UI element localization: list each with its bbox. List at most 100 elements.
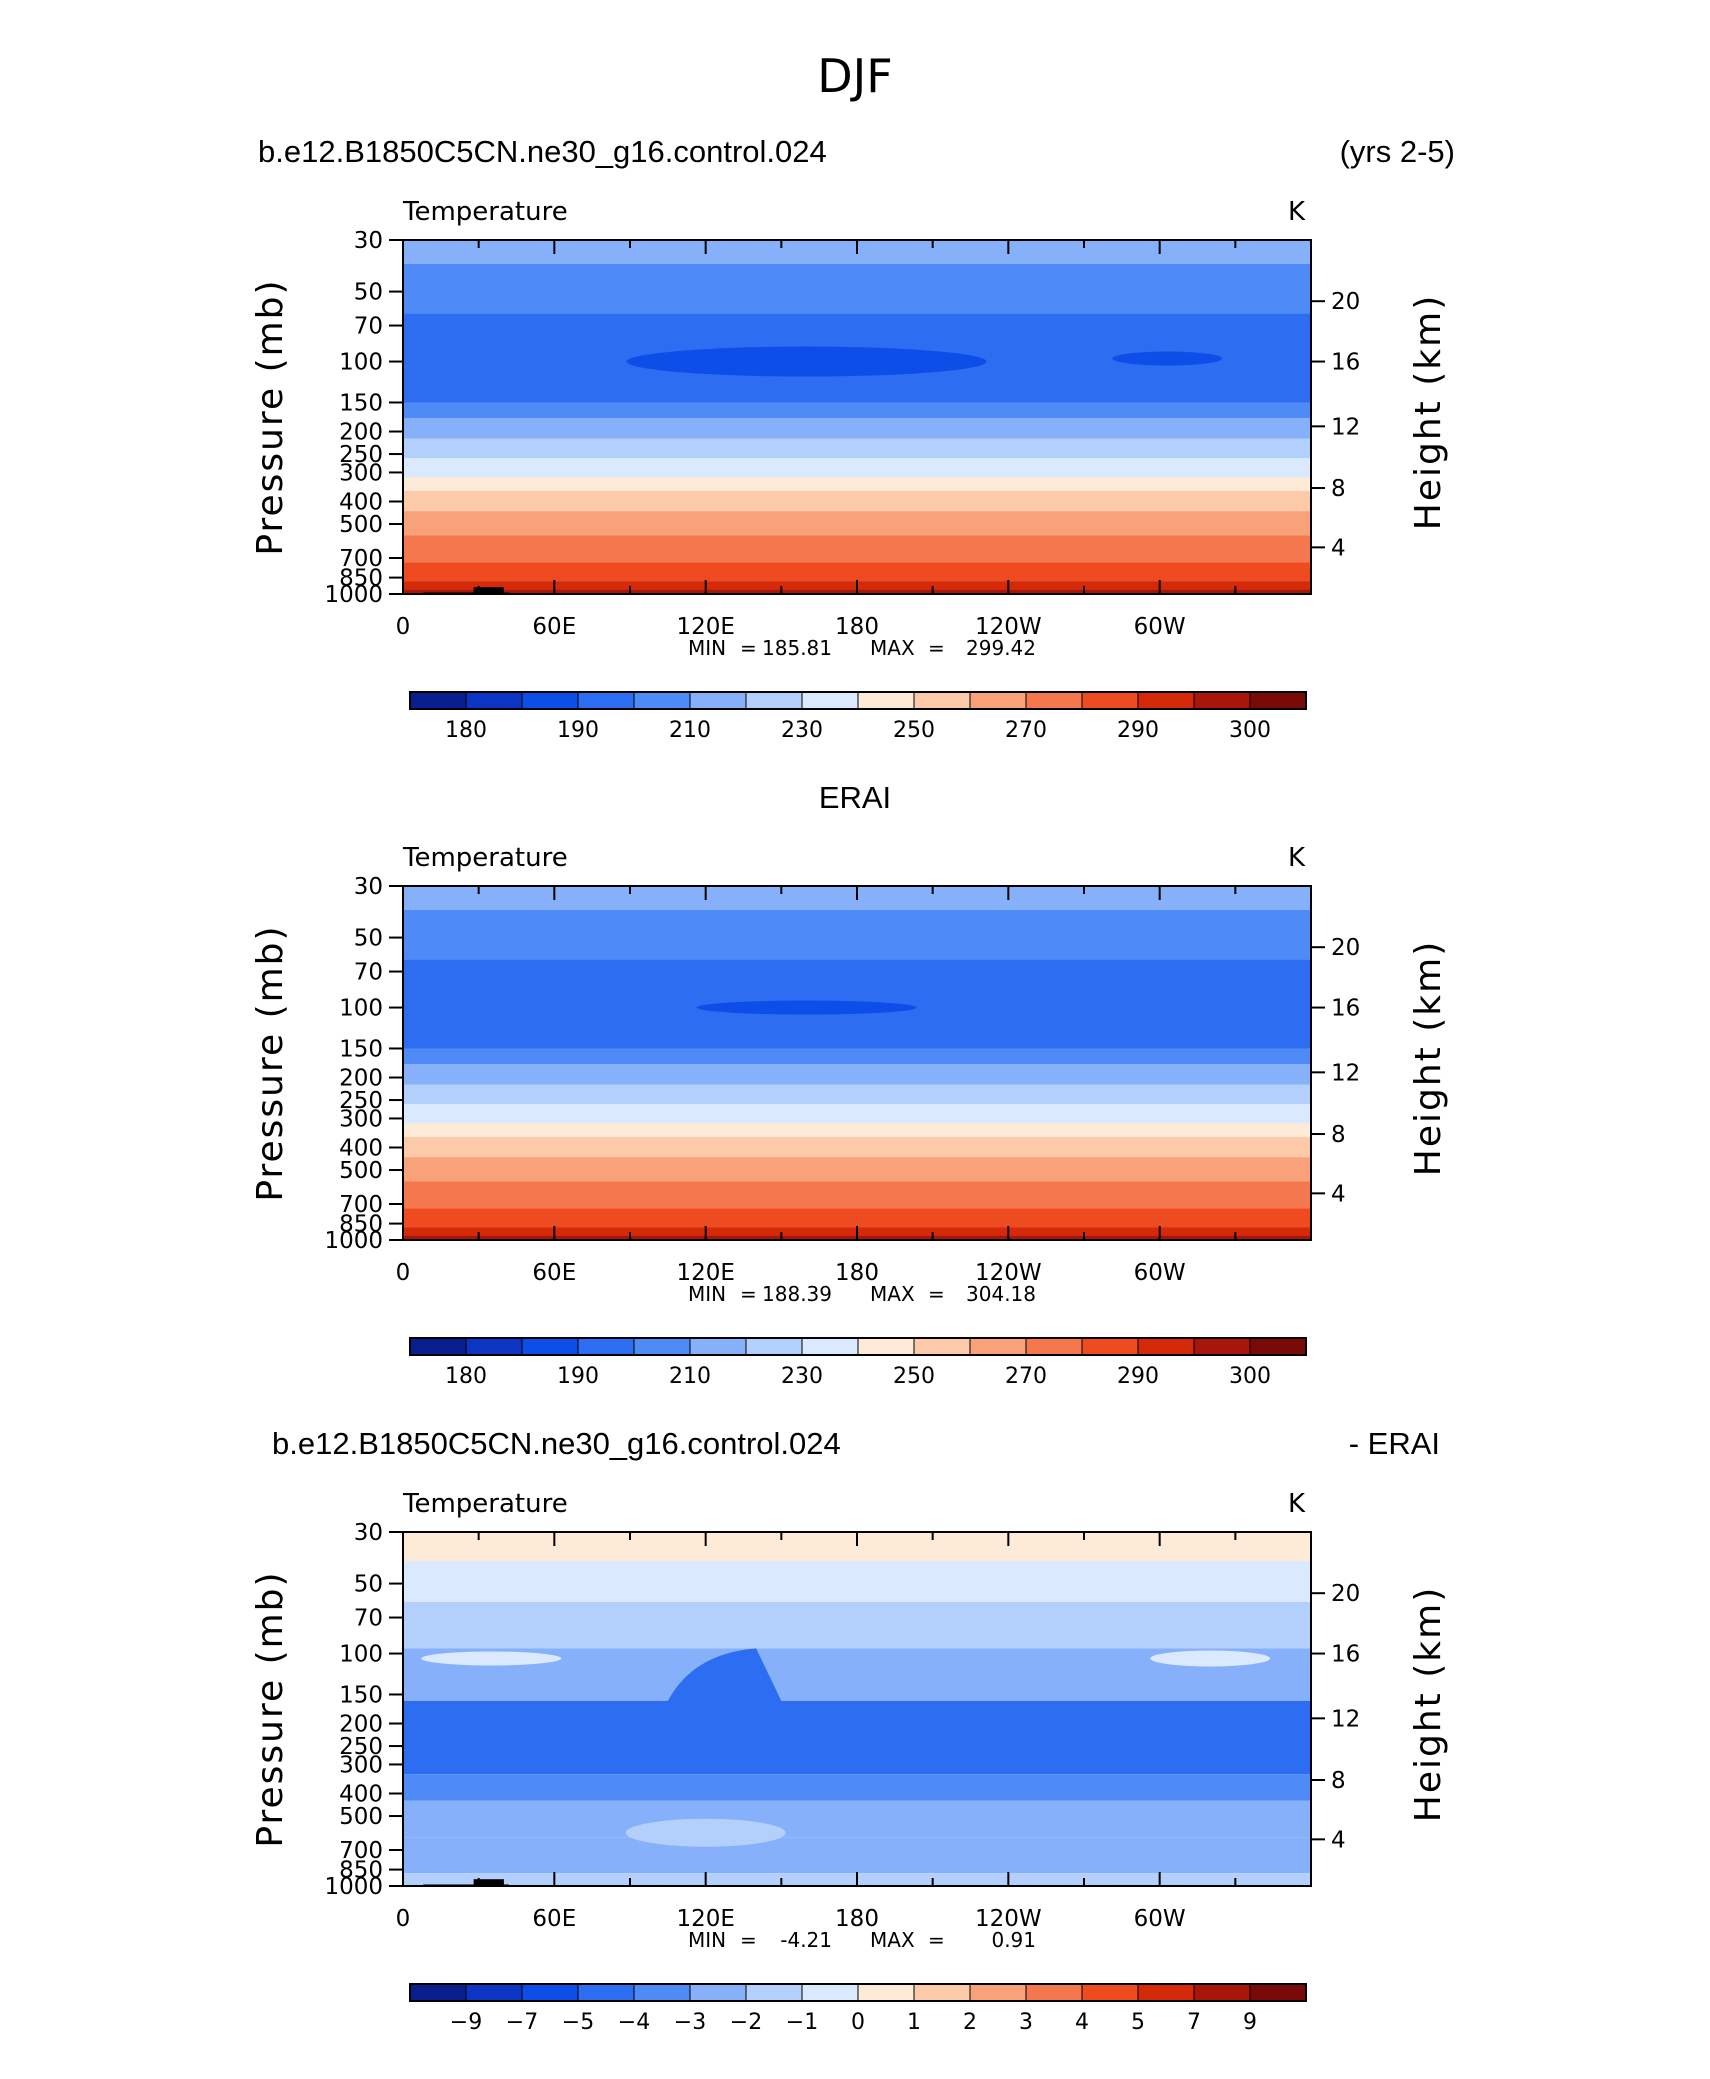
colorbar-swatch — [1137, 1337, 1195, 1356]
y2-axis-title: Height (km) — [1408, 940, 1449, 1176]
y-tick-label: 1000 — [324, 1228, 383, 1254]
y-tick-label: 1000 — [324, 1874, 383, 1900]
colorbar-label: −2 — [730, 2010, 762, 2035]
colorbar-swatch — [1193, 1337, 1251, 1356]
figure-title: DJF — [817, 49, 892, 103]
max-value: 0.91 — [991, 1928, 1036, 1952]
colorbar-label: −4 — [618, 2010, 650, 2035]
max-equals: = — [928, 636, 945, 660]
colorbar-swatch — [969, 1337, 1027, 1356]
colorbar-swatch — [745, 1337, 803, 1356]
y-axis-title: Pressure (mb) — [250, 924, 291, 1201]
colorbar-label: 250 — [893, 718, 935, 743]
colorbar-label: 300 — [1229, 1364, 1271, 1389]
y-tick-label: 700 — [339, 1838, 383, 1864]
colorbar-swatch — [465, 1337, 523, 1356]
y-tick-label: 70 — [354, 960, 383, 986]
colorbar-swatch — [577, 1983, 635, 2002]
contour-band — [403, 1136, 1311, 1158]
colorbar-label: 230 — [781, 718, 823, 743]
contour-band — [403, 562, 1311, 582]
colorbar-label: 190 — [557, 718, 599, 743]
y2-tick-label: 16 — [1331, 1642, 1360, 1668]
colorbar-swatch — [689, 691, 747, 710]
colorbar-swatch — [1193, 691, 1251, 710]
colorbar-swatch — [801, 691, 859, 710]
contour-band — [403, 1181, 1311, 1209]
colorbar-swatch — [465, 1983, 523, 2002]
colorbar-label: 4 — [1075, 2010, 1089, 2035]
colorbar-label: 0 — [851, 2010, 865, 2035]
x-tick-label: 120W — [975, 1906, 1042, 1932]
colorbar-swatch — [1249, 691, 1307, 710]
x-tick-label: 60E — [532, 1906, 576, 1932]
y2-tick-label: 8 — [1331, 476, 1346, 502]
colorbar-swatch — [633, 1983, 691, 2002]
y-tick-label: 50 — [354, 926, 383, 952]
x-tick-label: 0 — [396, 1260, 411, 1286]
y-tick-label: 50 — [354, 280, 383, 306]
x-tick-label: 120E — [676, 1906, 734, 1932]
min-label: MIN — [688, 636, 726, 660]
colorbar-label: −5 — [562, 2010, 594, 2035]
y-tick-label: 500 — [339, 512, 383, 538]
max-value: 304.18 — [966, 1282, 1036, 1306]
y-tick-label: 850 — [339, 1858, 383, 1884]
colorbar-label: 210 — [669, 1364, 711, 1389]
x-tick-label: 60W — [1134, 1906, 1186, 1932]
y2-tick-label: 8 — [1331, 1122, 1346, 1148]
y-tick-label: 850 — [339, 1212, 383, 1238]
y2-tick-label: 20 — [1331, 1581, 1360, 1607]
y2-tick-label: 20 — [1331, 289, 1360, 315]
contour-band — [403, 1064, 1311, 1085]
y-tick-label: 400 — [339, 1135, 383, 1161]
contour-band — [403, 438, 1311, 459]
y-tick-label: 400 — [339, 489, 383, 515]
x-tick-label: 120E — [676, 614, 734, 640]
contour-band — [403, 1800, 1311, 1838]
colorbar-swatch — [913, 1337, 971, 1356]
contour-band — [403, 418, 1311, 439]
colorbar-swatch — [633, 691, 691, 710]
contour-band — [403, 1774, 1311, 1801]
max-value: 299.42 — [966, 636, 1036, 660]
min-label: MIN — [688, 1928, 726, 1952]
x-tick-label: 120W — [975, 1260, 1042, 1286]
y-tick-label: 1000 — [324, 582, 383, 608]
y-tick-label: 250 — [339, 442, 383, 468]
min-equals: = — [740, 636, 757, 660]
colorbar-label: 190 — [557, 1364, 599, 1389]
colorbar-label: 180 — [445, 1364, 487, 1389]
topography-mask — [473, 587, 504, 594]
contour-band — [403, 1561, 1311, 1602]
colorbar-swatch — [689, 1337, 747, 1356]
colorbar-swatch — [913, 1983, 971, 2002]
y2-axis-title: Height (km) — [1408, 1586, 1449, 1822]
variable-label: Temperature — [402, 843, 568, 873]
colorbar-swatch — [409, 691, 467, 710]
colorbar-label: 2 — [963, 2010, 977, 2035]
panel-years: (yrs 2-5) — [1340, 134, 1455, 169]
colorbar-label: 210 — [669, 718, 711, 743]
anomaly-feature — [625, 1818, 786, 1847]
colorbar-swatch — [1025, 691, 1083, 710]
colorbar-swatch — [745, 691, 803, 710]
colorbar-label: −9 — [450, 2010, 482, 2035]
y-tick-label: 100 — [339, 996, 383, 1022]
contour-band — [403, 477, 1311, 491]
y2-tick-label: 16 — [1331, 996, 1360, 1022]
contour-band — [403, 1157, 1311, 1182]
y2-tick-label: 4 — [1331, 1181, 1346, 1207]
colorbar-swatch — [1081, 1337, 1139, 1356]
variable-label: Temperature — [402, 1489, 568, 1519]
units-label: K — [1288, 1489, 1306, 1519]
panel-case-suffix: - ERAI — [1349, 1426, 1440, 1461]
contour-band — [403, 1700, 1311, 1775]
y2-tick-label: 4 — [1331, 535, 1346, 561]
colorbar-frame — [409, 691, 1307, 710]
colorbar-swatch — [689, 1983, 747, 2002]
colorbar-label: 180 — [445, 718, 487, 743]
contour-band — [403, 1123, 1311, 1137]
colorbar-swatch — [1193, 1983, 1251, 2002]
